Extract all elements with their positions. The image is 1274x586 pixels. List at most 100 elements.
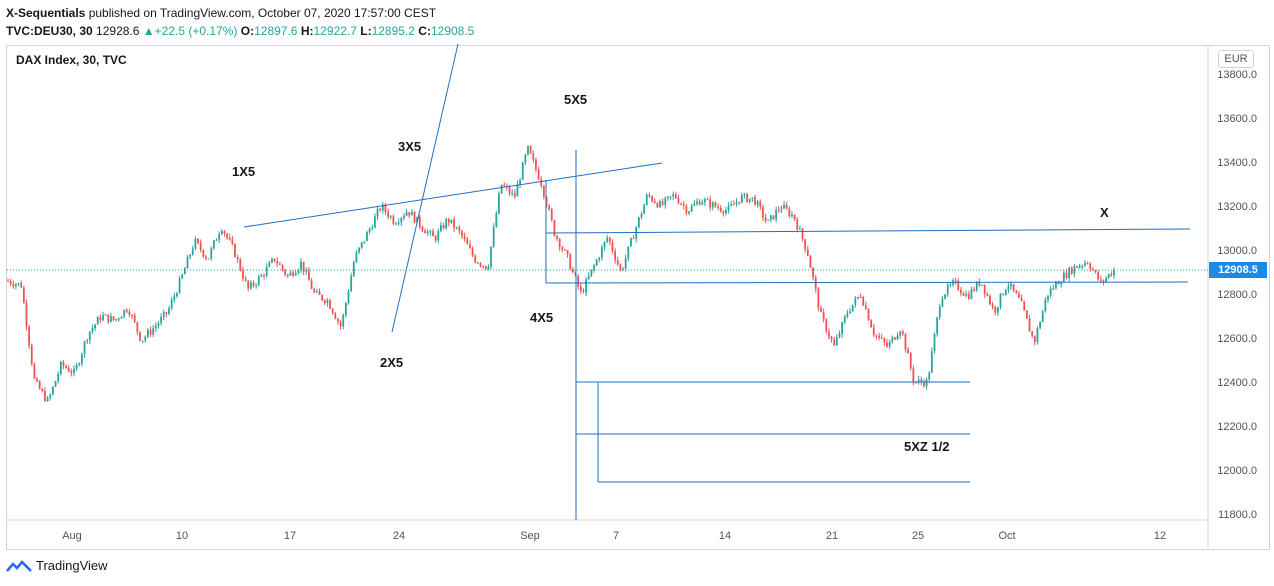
candle-body [308, 270, 310, 281]
candle-body [975, 281, 978, 291]
candle-body [696, 201, 698, 204]
candle-body [81, 354, 83, 364]
candle-body [445, 218, 448, 229]
candle-body [524, 154, 527, 163]
trendline-1x5[interactable] [243, 162, 663, 228]
annotation-4x5[interactable]: 4X5 [530, 310, 553, 325]
candle-body [722, 211, 725, 214]
candle-body [334, 313, 337, 319]
candle-body [405, 212, 408, 216]
candle-body [672, 194, 675, 197]
candle-body [447, 218, 450, 223]
candle-body [22, 287, 25, 303]
candle-body [220, 231, 223, 235]
candle-body [62, 361, 65, 366]
candle-body [339, 321, 342, 327]
candle-body [616, 260, 619, 265]
trendline-2x5[interactable] [391, 43, 459, 333]
candle-body [389, 216, 392, 218]
drawings-group[interactable] [243, 43, 1191, 520]
candle-body [1102, 280, 1105, 282]
candle-body [938, 306, 941, 318]
annotation-5xz[interactable]: 5XZ 1/2 [904, 439, 950, 454]
price-tick-label: 11800.0 [1218, 509, 1257, 521]
chart-pane[interactable] [6, 45, 1270, 550]
candle-body [1039, 322, 1041, 329]
candle-body [1089, 263, 1092, 270]
candle-body [432, 231, 434, 237]
candle-body [564, 249, 566, 251]
candle-body [896, 335, 899, 340]
published-text: published on TradingView.com, October 07… [88, 6, 437, 20]
ohlc-line: TVC:DEU30, 30 12928.6 ▲+22.5 (+0.17%) O:… [6, 22, 474, 40]
candle-body [978, 281, 981, 286]
candle-body [843, 316, 846, 323]
candle-body [923, 382, 925, 387]
candle-body [833, 339, 836, 346]
horizontal-line-4x5[interactable] [545, 281, 1189, 284]
price-tick-label: 13400.0 [1217, 157, 1257, 169]
candle-body [429, 231, 432, 233]
candle-body [91, 328, 94, 332]
candle-body [1018, 293, 1020, 298]
candle-body [812, 268, 814, 278]
candle-body [619, 264, 622, 270]
candle-body [65, 365, 67, 368]
price-axis[interactable]: 13800.0 13600.0 13400.0 13200.0 13000.0 … [1217, 69, 1257, 521]
candle-body [622, 268, 624, 270]
candle-body [841, 322, 844, 334]
currency-button[interactable]: EUR [1218, 50, 1254, 68]
candle-body [202, 250, 205, 257]
candle-body [123, 309, 126, 317]
candle-body [1099, 279, 1102, 281]
candle-body [28, 326, 31, 346]
candle-body [276, 261, 279, 264]
candle-body [743, 193, 746, 195]
time-axis[interactable]: Aug 10 17 24 Sep 7 14 21 25 Oct 12 [62, 530, 1166, 542]
candle-body [144, 336, 147, 341]
annotation-x[interactable]: X [1100, 205, 1109, 220]
candle-body [994, 306, 997, 313]
candle-body [1031, 331, 1034, 337]
annotation-5x5[interactable]: 5X5 [564, 92, 587, 107]
candle-body [379, 208, 382, 211]
candle-body [640, 213, 643, 218]
candle-body [1076, 266, 1078, 268]
time-tick-label: 25 [912, 530, 924, 542]
candle-body [981, 284, 983, 286]
candle-body [86, 340, 89, 342]
footer-brand[interactable]: TradingView [6, 558, 108, 573]
candle-body [154, 325, 157, 329]
candle-body [883, 338, 886, 343]
candle-body [392, 216, 395, 224]
candle-body [492, 227, 495, 247]
candle-body [168, 308, 170, 314]
candle-body [165, 312, 168, 314]
candle-body [162, 312, 165, 317]
candle-body [674, 194, 677, 199]
candle-body [611, 242, 614, 252]
candle-body [711, 202, 714, 208]
candle-body [783, 204, 785, 209]
candle-body [400, 217, 403, 223]
candle-body [181, 274, 184, 279]
candle-body [1023, 301, 1026, 311]
annotation-2x5[interactable]: 2X5 [380, 355, 403, 370]
horizontal-line-x[interactable] [545, 228, 1191, 234]
candle-body [542, 185, 545, 197]
annotation-1x5[interactable]: 1X5 [232, 164, 255, 179]
candle-body [690, 205, 693, 212]
annotation-3x5[interactable]: 3X5 [398, 139, 421, 154]
candle-body [606, 237, 609, 242]
legend-title[interactable]: DAX Index, 30, TVC [16, 53, 127, 67]
time-tick-label: 14 [719, 530, 731, 542]
candle-body [374, 216, 376, 228]
candle-body [561, 247, 564, 250]
candle-body [453, 219, 455, 229]
candle-body [315, 291, 318, 293]
candle-body [878, 335, 880, 338]
publisher-name[interactable]: X-Sequentials [6, 6, 86, 20]
candle-body [838, 333, 841, 338]
candle-body [875, 335, 878, 337]
